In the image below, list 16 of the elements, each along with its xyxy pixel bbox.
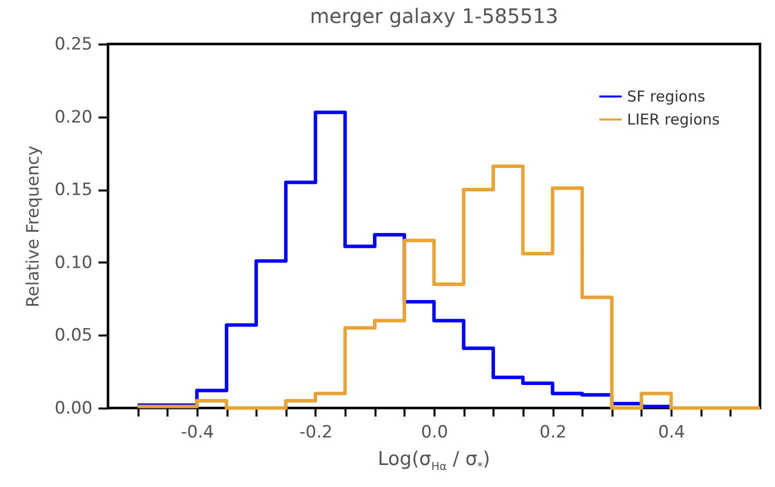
x-axis-title: Log(σ$_{Hα}$ / σ$_{*}$) <box>376 448 492 473</box>
y-tick-label: 0.15 <box>54 180 92 200</box>
x-tick-label: -0.4 <box>180 422 214 442</box>
y-axis-title: Relative Frequency <box>24 146 44 308</box>
y-tick-label: 0.00 <box>54 398 92 418</box>
y-tick-label: 0.05 <box>54 326 92 346</box>
legend-label: SF regions <box>627 88 706 106</box>
x-tick-label: 0.0 <box>420 422 448 442</box>
chart-title: merger galaxy 1-585513 <box>310 4 558 28</box>
legend-label: LIER regions <box>627 110 720 128</box>
x-tick-label: 0.4 <box>658 422 686 442</box>
x-tick-label: -0.2 <box>299 422 333 442</box>
y-tick-label: 0.20 <box>54 107 92 128</box>
y-tick-label: 0.25 <box>54 34 92 54</box>
x-tick-label: 0.2 <box>540 422 567 442</box>
y-tick-label: 0.10 <box>54 252 92 273</box>
